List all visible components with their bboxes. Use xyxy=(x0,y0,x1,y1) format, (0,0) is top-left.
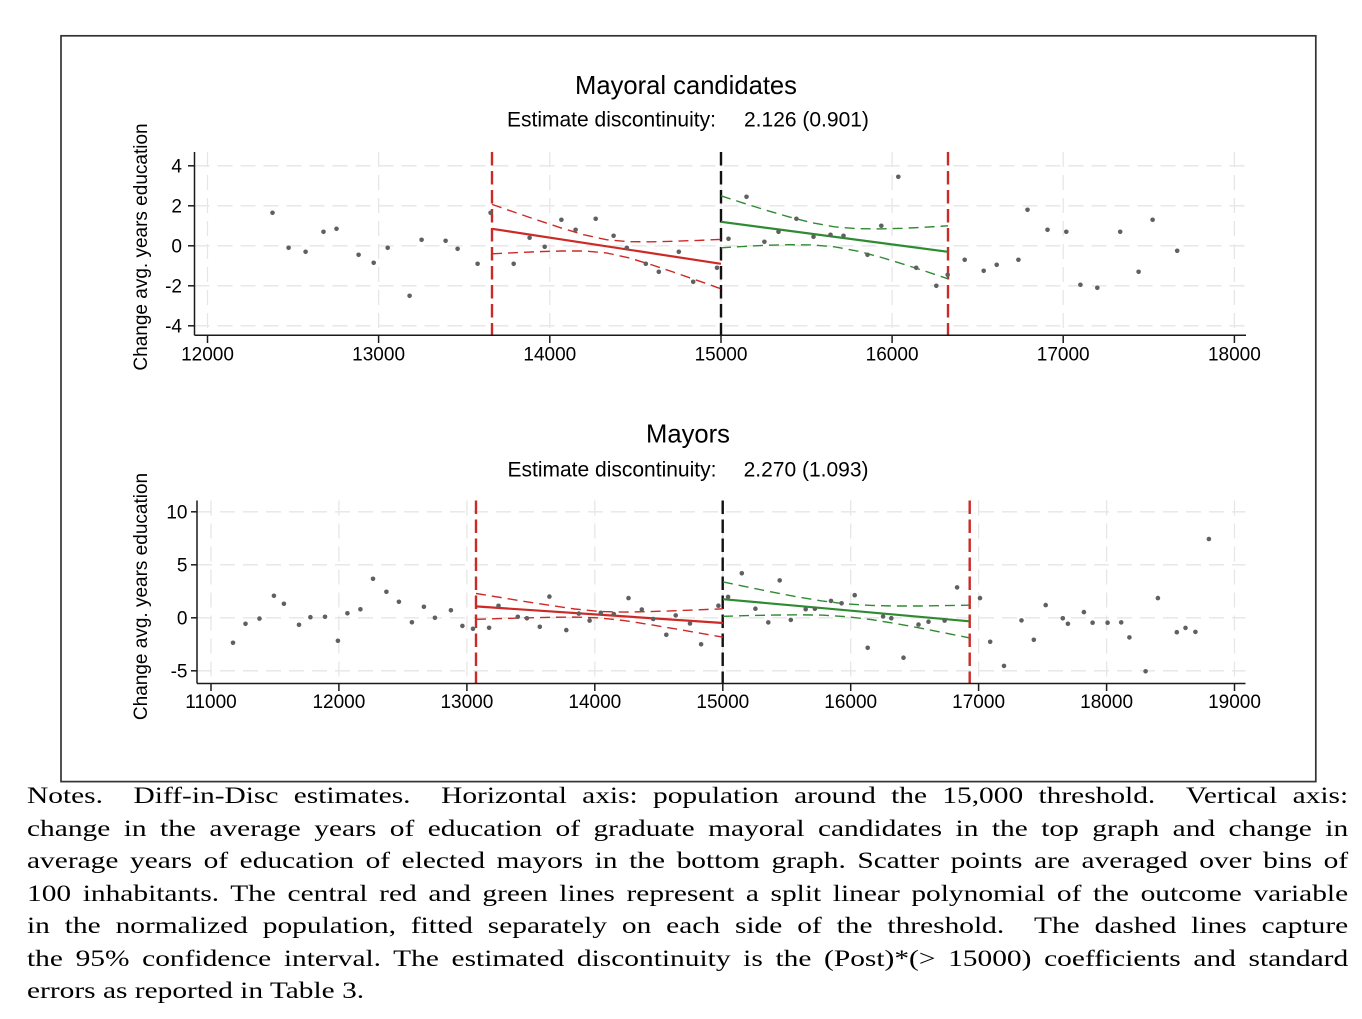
svg-text:17000: 17000 xyxy=(1037,345,1090,366)
svg-text:4: 4 xyxy=(171,156,182,177)
svg-text:Change avg. years education: Change avg. years education xyxy=(131,123,152,370)
svg-text:13000: 13000 xyxy=(440,692,493,713)
svg-text:18000: 18000 xyxy=(1208,345,1261,366)
svg-text:14000: 14000 xyxy=(523,345,576,366)
svg-text:15000: 15000 xyxy=(696,692,749,713)
svg-text:-4: -4 xyxy=(165,316,182,337)
svg-text:0: 0 xyxy=(171,236,182,257)
svg-text:12000: 12000 xyxy=(181,345,234,366)
svg-text:2.126 (0.901): 2.126 (0.901) xyxy=(744,109,869,132)
svg-text:Mayoral candidates: Mayoral candidates xyxy=(575,72,797,100)
svg-text:2: 2 xyxy=(171,196,182,217)
svg-text:18000: 18000 xyxy=(1080,692,1133,713)
svg-text:12000: 12000 xyxy=(312,692,365,713)
svg-text:Mayors: Mayors xyxy=(646,420,730,448)
svg-text:0: 0 xyxy=(177,608,188,629)
svg-text:Estimate discontinuity:: Estimate discontinuity: xyxy=(508,458,717,481)
svg-text:17000: 17000 xyxy=(952,692,1005,713)
svg-text:13000: 13000 xyxy=(352,345,405,366)
svg-text:15000: 15000 xyxy=(695,345,748,366)
svg-text:16000: 16000 xyxy=(866,345,919,366)
svg-text:10: 10 xyxy=(166,502,187,523)
svg-text:14000: 14000 xyxy=(568,692,621,713)
svg-text:-5: -5 xyxy=(171,661,188,682)
svg-text:11000: 11000 xyxy=(185,692,236,713)
svg-text:Estimate discontinuity:: Estimate discontinuity: xyxy=(507,109,716,132)
svg-text:5: 5 xyxy=(177,555,188,576)
svg-text:Change avg. years education: Change avg. years education xyxy=(131,473,152,720)
svg-text:2.270 (1.093): 2.270 (1.093) xyxy=(744,458,869,481)
svg-text:-2: -2 xyxy=(165,276,182,297)
svg-text:16000: 16000 xyxy=(824,692,877,713)
svg-text:19000: 19000 xyxy=(1208,692,1261,713)
